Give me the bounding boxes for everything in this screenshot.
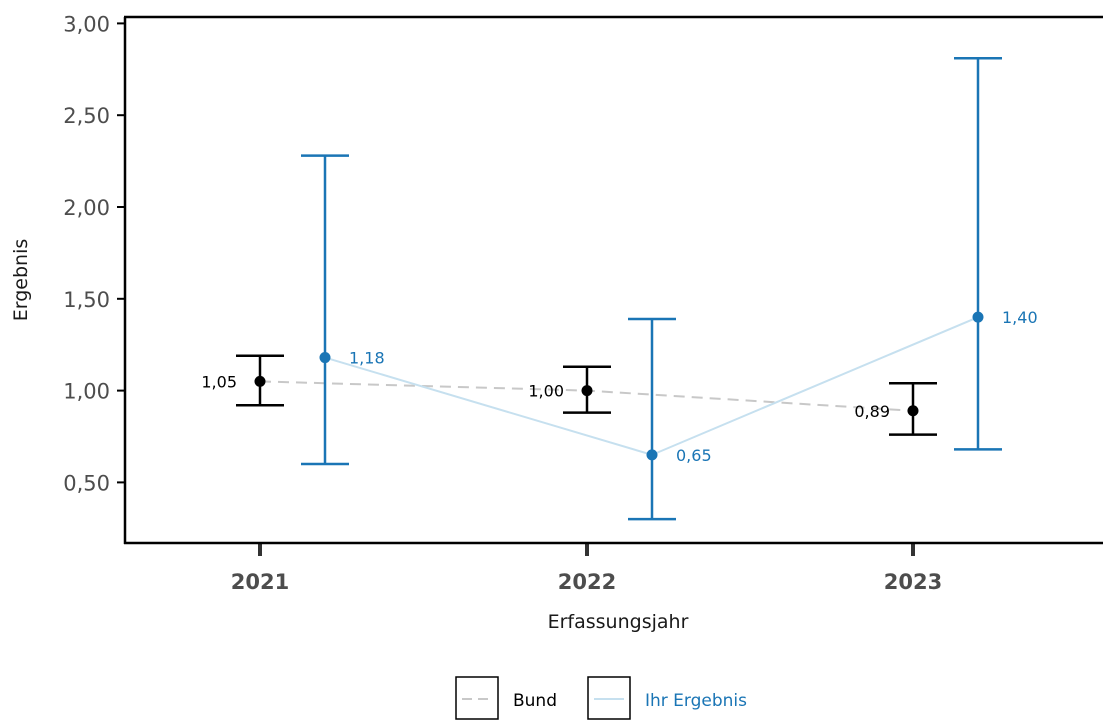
x-axis-ticks: 2021 2022 2023 [231,544,942,594]
y-tick-label: 3,00 [63,12,110,36]
y-tick-label: 2,00 [63,196,110,220]
data-point [319,352,331,364]
data-label: 1,18 [349,349,385,368]
data-point [581,385,593,397]
y-axis-title: Ergebnis [10,239,32,322]
y-tick-label: 1,50 [63,288,110,312]
data-point [646,449,658,461]
series-lines [259,316,979,456]
data-points [254,311,984,461]
x-tick-label: 2022 [558,570,616,594]
y-tick-label: 0,50 [63,471,110,495]
legend-label: Bund [513,691,557,711]
legend: Bund Ihr Ergebnis [455,676,747,720]
data-labels: 1,05 1,00 0,89 1,18 0,65 1,40 [201,308,1037,465]
legend-label: Ihr Ergebnis [645,691,747,711]
y-axis-ticks: 0,50 1,00 1,50 2,00 2,50 3,00 [63,12,125,495]
x-tick-label: 2021 [231,570,289,594]
data-point [907,405,919,417]
y-tick-label: 2,50 [63,104,110,128]
data-point [254,375,266,387]
x-axis-title: Erfassungsjahr [548,611,689,633]
y-tick-label: 1,00 [63,380,110,404]
data-point [972,311,984,323]
data-label: 1,05 [201,372,237,391]
data-label: 0,89 [854,402,890,421]
legend-key [455,676,499,720]
data-label: 1,00 [528,382,564,401]
x-tick-label: 2023 [884,570,942,594]
error-bars [236,57,1002,521]
data-label: 1,40 [1002,308,1038,327]
axes [123,15,1103,545]
data-label: 0,65 [676,446,712,465]
